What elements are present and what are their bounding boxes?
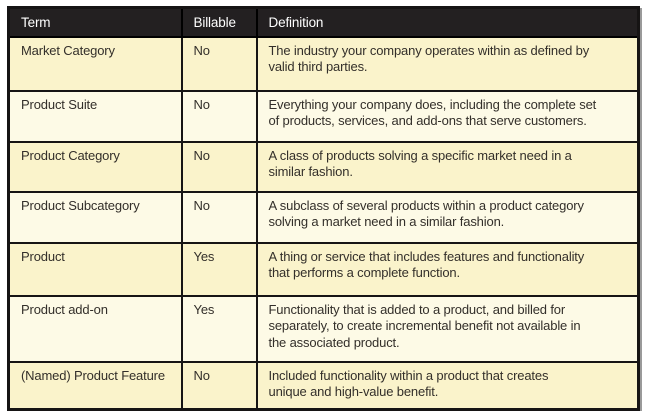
column-header-term: Term	[7, 6, 183, 38]
term-cell: Market Category	[7, 35, 183, 92]
table-row: Product Suite No Everything your company…	[7, 89, 640, 143]
billable-cell: No	[180, 190, 258, 244]
column-header-definition: Definition	[255, 6, 640, 38]
billable-cell: Yes	[180, 241, 258, 297]
definitions-table-container: Term Billable Definition Market Category…	[7, 6, 640, 411]
table-row: Product Subcategory No A subclass of sev…	[7, 190, 640, 244]
definition-cell: A class of products solving a specific m…	[255, 140, 640, 193]
definition-cell: A subclass of several products within a …	[255, 190, 640, 244]
definition-cell: Everything your company does, including …	[255, 89, 640, 143]
billable-cell: No	[180, 35, 258, 92]
term-cell: Product Subcategory	[7, 190, 183, 244]
billable-cell: Yes	[180, 294, 258, 363]
definition-cell: Functionality that is added to a product…	[255, 294, 640, 363]
term-cell: (Named) Product Feature	[7, 360, 183, 411]
billable-cell: No	[180, 360, 258, 411]
definitions-table: Term Billable Definition Market Category…	[7, 6, 640, 411]
term-cell: Product add-on	[7, 294, 183, 363]
billable-cell: No	[180, 89, 258, 143]
column-header-billable: Billable	[180, 6, 258, 38]
term-cell: Product	[7, 241, 183, 297]
definition-cell: Included functionality within a product …	[255, 360, 640, 411]
table-row: (Named) Product Feature No Included func…	[7, 360, 640, 411]
definition-cell: The industry your company operates withi…	[255, 35, 640, 92]
table-row: Product Yes A thing or service that incl…	[7, 241, 640, 297]
table-row: Product Category No A class of products …	[7, 140, 640, 193]
definition-cell: A thing or service that includes feature…	[255, 241, 640, 297]
term-cell: Product Suite	[7, 89, 183, 143]
term-cell: Product Category	[7, 140, 183, 193]
header-row: Term Billable Definition	[7, 6, 640, 38]
table-row: Product add-on Yes Functionality that is…	[7, 294, 640, 363]
table-row: Market Category No The industry your com…	[7, 35, 640, 92]
billable-cell: No	[180, 140, 258, 193]
